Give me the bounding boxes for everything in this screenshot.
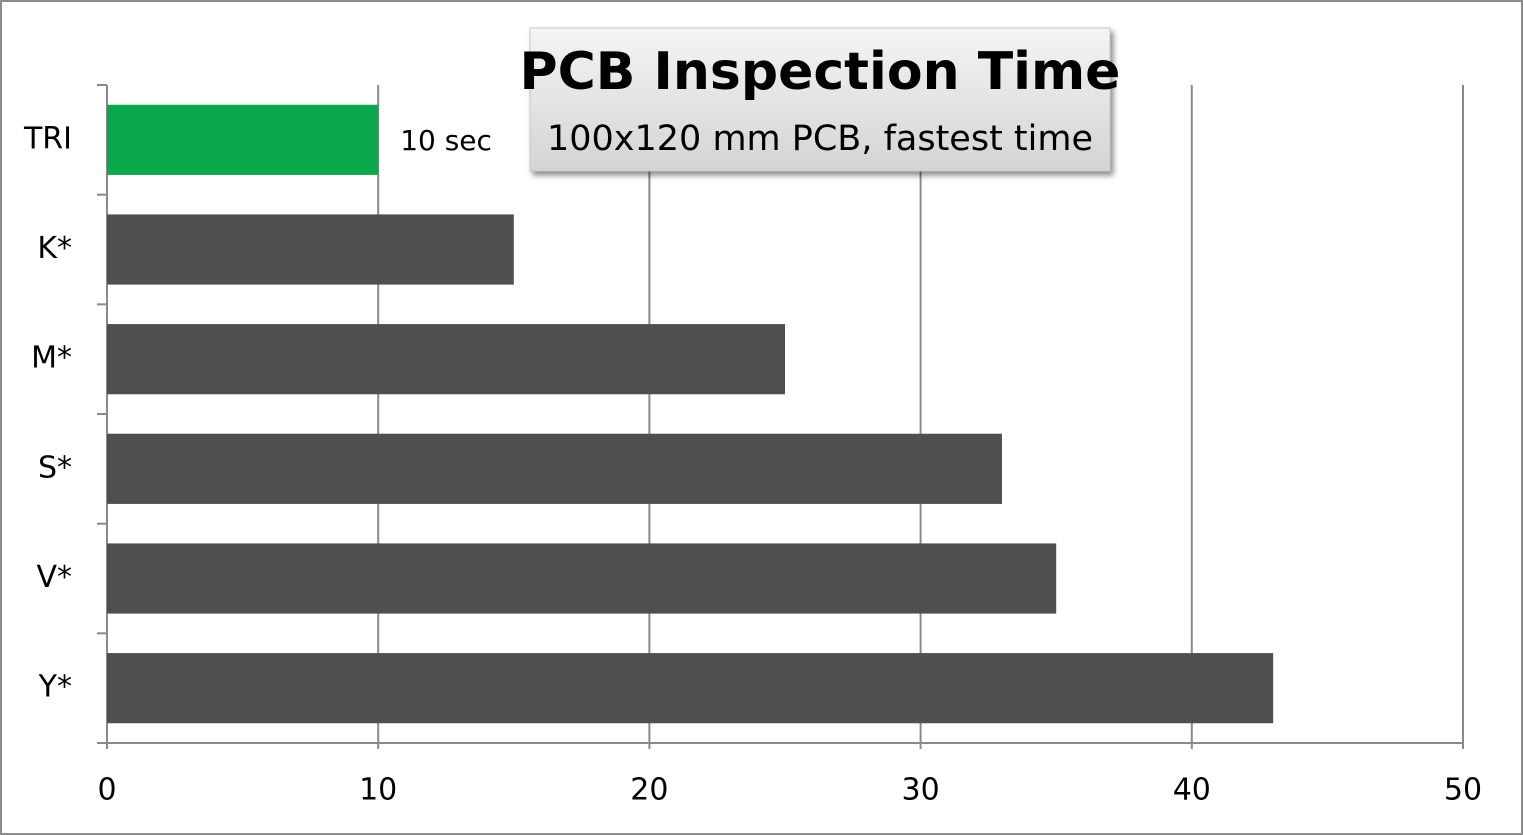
x-tick-label: 20 [630, 773, 668, 808]
plot: 0 10 20 30 40 50 TRI 10 sec K* M* S* V* Y* [23, 84, 1482, 808]
y-tick-label: V* [36, 560, 72, 595]
bar [107, 433, 1002, 504]
x-tick-label: 40 [1173, 773, 1211, 808]
y-tick-label: Y* [38, 670, 72, 705]
bar [107, 104, 379, 175]
title-box [529, 27, 1111, 172]
y-tick-label: S* [38, 450, 72, 485]
x-tick-label: 50 [1444, 773, 1482, 808]
value-label: 10 sec [400, 124, 492, 157]
bar [107, 324, 785, 395]
y-tick-label: M* [31, 341, 72, 376]
y-tick-label: K* [37, 231, 72, 266]
chart-subtitle: 100x120 mm PCB, fastest time [547, 119, 1093, 159]
bar [107, 543, 1057, 614]
bar [107, 214, 514, 285]
x-tick-label: 30 [902, 773, 940, 808]
chart-title: PCB Inspection Time [520, 42, 1121, 102]
x-tick-label: 10 [359, 773, 397, 808]
x-tick-label: 0 [97, 773, 116, 808]
bar [107, 653, 1274, 724]
y-tick-label: TRI [23, 121, 72, 156]
